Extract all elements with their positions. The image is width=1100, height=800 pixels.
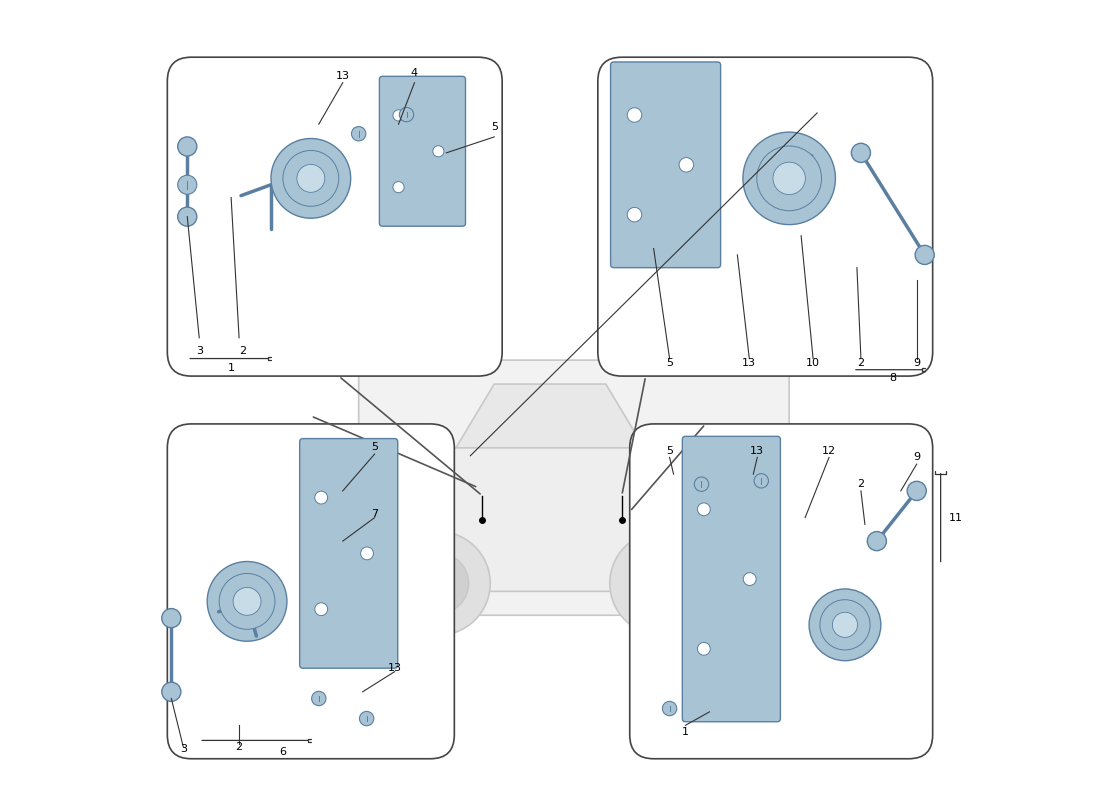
Circle shape	[755, 474, 769, 488]
Text: 3: 3	[196, 346, 202, 355]
Circle shape	[697, 642, 711, 655]
Circle shape	[908, 482, 926, 501]
Circle shape	[315, 491, 328, 504]
Circle shape	[694, 477, 708, 491]
Circle shape	[271, 138, 351, 218]
Circle shape	[178, 175, 197, 194]
Circle shape	[386, 531, 491, 635]
Circle shape	[360, 711, 374, 726]
Circle shape	[399, 107, 414, 122]
Circle shape	[697, 503, 711, 516]
Circle shape	[283, 150, 339, 206]
Text: 2: 2	[857, 358, 865, 368]
FancyBboxPatch shape	[610, 62, 720, 268]
Circle shape	[311, 691, 326, 706]
Text: 6: 6	[279, 747, 286, 758]
FancyBboxPatch shape	[682, 436, 780, 722]
Text: a passion for performance: a passion for performance	[366, 509, 734, 610]
Circle shape	[833, 612, 858, 638]
Text: 12: 12	[822, 446, 836, 456]
Text: 2: 2	[857, 479, 865, 489]
Circle shape	[162, 609, 180, 628]
Circle shape	[219, 574, 275, 630]
Text: 4: 4	[411, 68, 418, 78]
Text: 2: 2	[235, 742, 243, 752]
Circle shape	[820, 600, 870, 650]
Circle shape	[315, 602, 328, 616]
Circle shape	[352, 126, 366, 141]
Circle shape	[178, 137, 197, 156]
Circle shape	[867, 531, 887, 550]
Polygon shape	[422, 448, 678, 591]
Circle shape	[744, 573, 756, 586]
Circle shape	[207, 562, 287, 642]
Text: 1: 1	[228, 363, 234, 373]
Text: 5: 5	[491, 122, 497, 132]
Circle shape	[432, 146, 444, 157]
Circle shape	[233, 587, 261, 615]
Text: 11: 11	[948, 513, 962, 522]
Text: a passion for performance: a passion for performance	[397, 350, 703, 450]
Circle shape	[757, 146, 822, 210]
Text: 1: 1	[682, 727, 689, 737]
FancyBboxPatch shape	[167, 424, 454, 758]
Text: 1985: 1985	[681, 298, 770, 343]
Circle shape	[773, 162, 805, 194]
FancyBboxPatch shape	[379, 76, 465, 226]
Circle shape	[627, 108, 641, 122]
Circle shape	[609, 531, 714, 635]
Circle shape	[851, 143, 870, 162]
Text: 5: 5	[371, 442, 378, 452]
Text: 9: 9	[913, 452, 921, 462]
Text: 7: 7	[371, 510, 378, 519]
Polygon shape	[447, 384, 653, 496]
Circle shape	[393, 182, 404, 193]
FancyBboxPatch shape	[359, 360, 789, 615]
FancyBboxPatch shape	[299, 438, 398, 668]
Circle shape	[408, 553, 469, 614]
FancyBboxPatch shape	[167, 57, 503, 376]
Text: 13: 13	[387, 663, 402, 674]
Circle shape	[662, 702, 676, 716]
Text: 5: 5	[667, 446, 673, 456]
Text: 8: 8	[889, 374, 896, 383]
Circle shape	[297, 165, 324, 192]
Text: 9: 9	[913, 358, 921, 368]
Circle shape	[679, 158, 694, 172]
Text: 2: 2	[240, 346, 246, 355]
Circle shape	[627, 207, 641, 222]
FancyBboxPatch shape	[597, 57, 933, 376]
Circle shape	[393, 110, 404, 121]
Circle shape	[810, 589, 881, 661]
Circle shape	[361, 547, 374, 560]
FancyBboxPatch shape	[629, 424, 933, 758]
Circle shape	[742, 132, 835, 225]
Text: 13: 13	[750, 446, 764, 456]
Text: 13: 13	[336, 71, 350, 82]
Text: 3: 3	[179, 744, 187, 754]
Text: 13: 13	[742, 358, 757, 368]
Circle shape	[631, 553, 692, 614]
Circle shape	[162, 682, 180, 702]
Text: 5: 5	[667, 358, 673, 368]
Text: 10: 10	[806, 358, 821, 368]
Circle shape	[915, 246, 934, 265]
Circle shape	[178, 207, 197, 226]
